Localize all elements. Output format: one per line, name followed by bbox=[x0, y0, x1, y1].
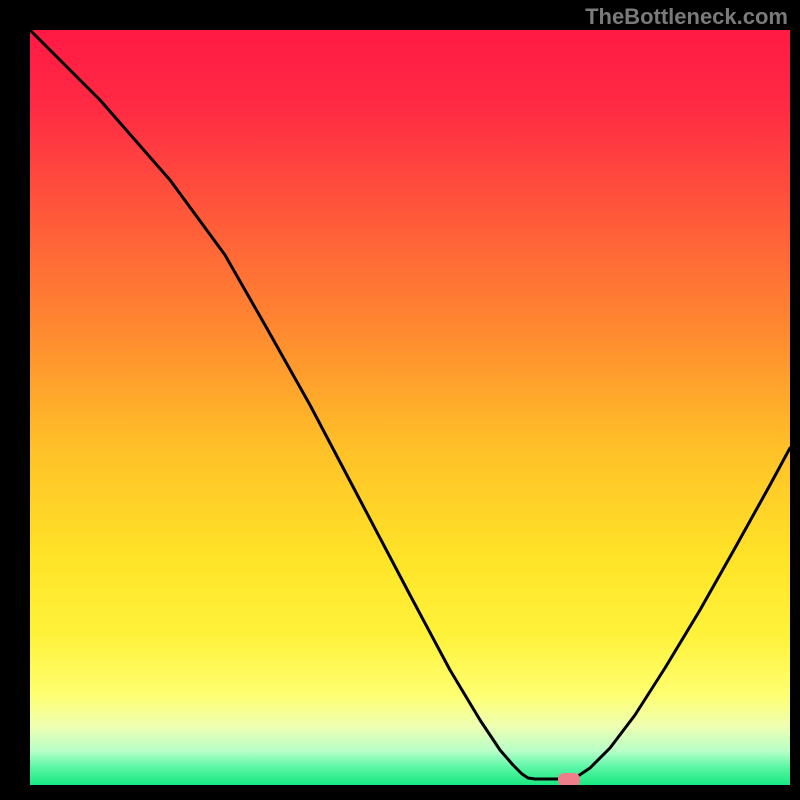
bottleneck-curve bbox=[30, 30, 790, 785]
plot-area bbox=[30, 30, 790, 785]
watermark-text: TheBottleneck.com bbox=[585, 4, 788, 30]
optimal-point-marker bbox=[558, 773, 580, 785]
